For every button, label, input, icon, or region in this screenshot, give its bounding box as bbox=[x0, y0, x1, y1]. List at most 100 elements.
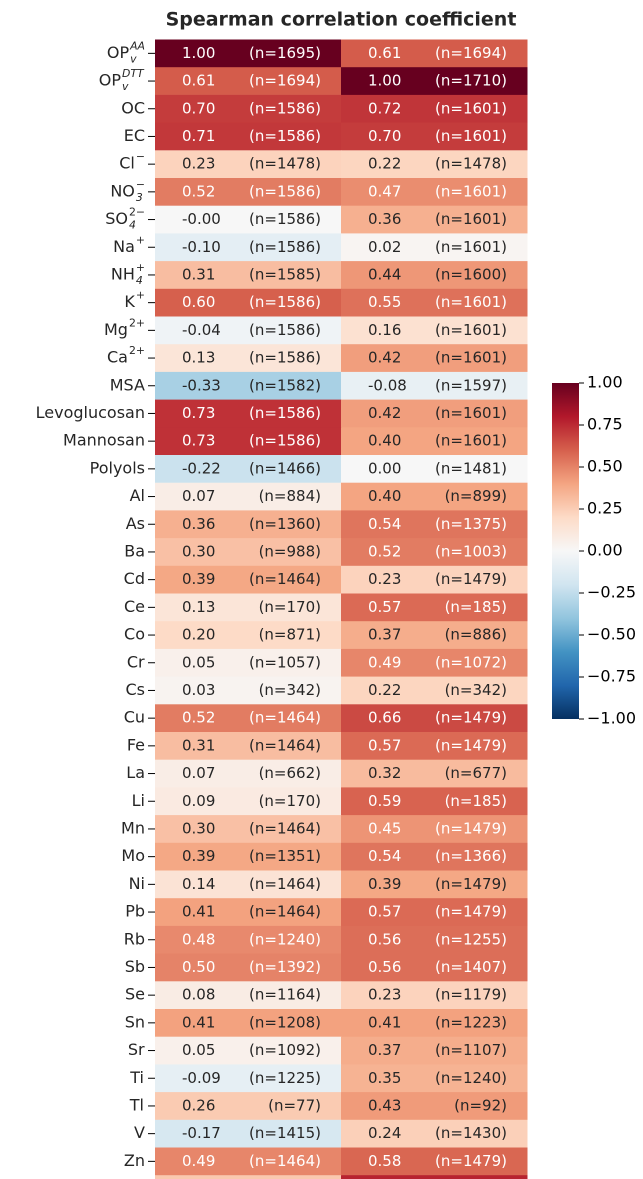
heatmap-cell bbox=[155, 538, 342, 567]
value-label: 1.00 bbox=[182, 44, 215, 62]
label-text: V bbox=[134, 1123, 145, 1142]
value-label: 0.23 bbox=[182, 155, 215, 173]
value-label: 0.42 bbox=[368, 349, 401, 367]
value-label: 0.05 bbox=[182, 1041, 215, 1059]
n-label: (n=1586) bbox=[249, 182, 321, 200]
heatmap-cell bbox=[341, 704, 528, 733]
label-text: Sr bbox=[128, 1040, 145, 1059]
value-label: 0.13 bbox=[182, 598, 215, 616]
value-label: 0.54 bbox=[368, 515, 401, 533]
value-label: 1.00 bbox=[368, 72, 401, 90]
value-label: 0.55 bbox=[368, 293, 401, 311]
label-text: Li bbox=[132, 791, 145, 810]
label: Li bbox=[132, 791, 145, 810]
value-label: 0.22 bbox=[368, 155, 401, 173]
heatmap-cell bbox=[155, 510, 342, 539]
heatmap-cell bbox=[341, 427, 528, 456]
label-sup: 2+ bbox=[129, 344, 145, 357]
n-label: (n=1481) bbox=[435, 459, 507, 477]
value-label: 0.71 bbox=[182, 127, 215, 145]
n-label: (n=1601) bbox=[435, 349, 507, 367]
heatmap-cell bbox=[341, 925, 528, 955]
heatmap-cell bbox=[155, 704, 342, 733]
heatmap-cell bbox=[155, 344, 342, 373]
n-label: (n=1392) bbox=[249, 958, 321, 976]
label-base: NH bbox=[111, 264, 135, 283]
value-label: 0.23 bbox=[368, 986, 401, 1004]
heatmap-cell bbox=[341, 233, 528, 262]
n-label: (n=1179) bbox=[435, 986, 507, 1004]
label-base: NO bbox=[110, 181, 135, 200]
n-label: (n=1597) bbox=[435, 376, 507, 394]
label-text: Rb bbox=[124, 929, 145, 948]
label-text: Mn bbox=[121, 818, 145, 837]
n-label: (n=1464) bbox=[249, 736, 321, 754]
n-label: (n=342) bbox=[445, 681, 507, 699]
heatmap-cell bbox=[155, 39, 342, 68]
value-label: 0.41 bbox=[182, 903, 215, 921]
value-label: 0.66 bbox=[368, 709, 401, 727]
heatmap-cell bbox=[341, 815, 528, 844]
heatmap-cell bbox=[341, 1009, 528, 1038]
colorbar-tick-label: −0.25 bbox=[587, 583, 636, 602]
label-base: Na bbox=[113, 237, 135, 256]
label-text: Levoglucosan bbox=[36, 403, 145, 422]
value-label: 0.54 bbox=[368, 847, 401, 865]
n-label: (n=170) bbox=[259, 598, 321, 616]
heatmap-cell bbox=[155, 427, 342, 456]
heatmap-cell bbox=[155, 94, 342, 124]
label-text: Pb bbox=[125, 902, 145, 921]
heatmap-cell bbox=[341, 205, 528, 234]
n-label: (n=1225) bbox=[249, 1069, 321, 1087]
heatmap-cell bbox=[341, 621, 528, 650]
n-label: (n=1586) bbox=[249, 404, 321, 422]
value-label: 0.08 bbox=[182, 986, 215, 1004]
heatmap-cell bbox=[341, 288, 528, 317]
value-label: 0.44 bbox=[368, 265, 401, 283]
label: Ti bbox=[129, 1068, 144, 1087]
value-label: 0.30 bbox=[182, 542, 215, 560]
label-base: Mg bbox=[104, 320, 128, 339]
value-label: 0.39 bbox=[182, 570, 215, 588]
n-label: (n=1601) bbox=[435, 432, 507, 450]
n-label: (n=170) bbox=[259, 792, 321, 810]
heatmap-cell bbox=[155, 150, 342, 179]
label: Rb bbox=[124, 929, 145, 948]
label: Mo bbox=[121, 846, 145, 865]
n-label: (n=886) bbox=[445, 626, 507, 644]
n-label: (n=1430) bbox=[435, 1124, 507, 1142]
heatmap-cell bbox=[155, 842, 342, 871]
heatmap-cell bbox=[155, 1064, 342, 1093]
label: Cs bbox=[125, 680, 145, 699]
n-label: (n=1479) bbox=[435, 736, 507, 754]
value-label: 0.73 bbox=[182, 432, 215, 450]
n-label: (n=1586) bbox=[249, 210, 321, 228]
n-label: (n=1092) bbox=[249, 1041, 321, 1059]
heatmap-cell bbox=[155, 953, 342, 982]
label-base: SO bbox=[105, 209, 128, 228]
heatmap-cell bbox=[155, 1175, 342, 1179]
label-sub: 4 bbox=[136, 274, 143, 287]
value-label: 0.26 bbox=[182, 1096, 215, 1114]
label-sup: DTT bbox=[122, 67, 145, 80]
value-label: 0.00 bbox=[368, 459, 401, 477]
value-label: -0.22 bbox=[182, 459, 221, 477]
n-label: (n=1240) bbox=[435, 1069, 507, 1087]
value-label: 0.35 bbox=[368, 1069, 401, 1087]
n-label: (n=1582) bbox=[249, 376, 321, 394]
n-label: (n=1375) bbox=[435, 515, 507, 533]
value-label: 0.31 bbox=[182, 736, 215, 754]
label-text: Ti bbox=[129, 1068, 144, 1087]
heatmap-cell bbox=[341, 1092, 528, 1121]
label-text: Mannosan bbox=[63, 431, 145, 450]
label-text: As bbox=[126, 514, 145, 533]
n-label: (n=1586) bbox=[249, 321, 321, 339]
value-label: -0.04 bbox=[182, 321, 221, 339]
heatmap-cell bbox=[155, 482, 342, 511]
label-text: Sb bbox=[125, 957, 145, 976]
label-base: Cl bbox=[119, 154, 135, 173]
value-label: 0.39 bbox=[368, 875, 401, 893]
heatmap-cell bbox=[341, 732, 528, 761]
label: MSA bbox=[110, 375, 145, 394]
n-label: (n=1479) bbox=[435, 709, 507, 727]
